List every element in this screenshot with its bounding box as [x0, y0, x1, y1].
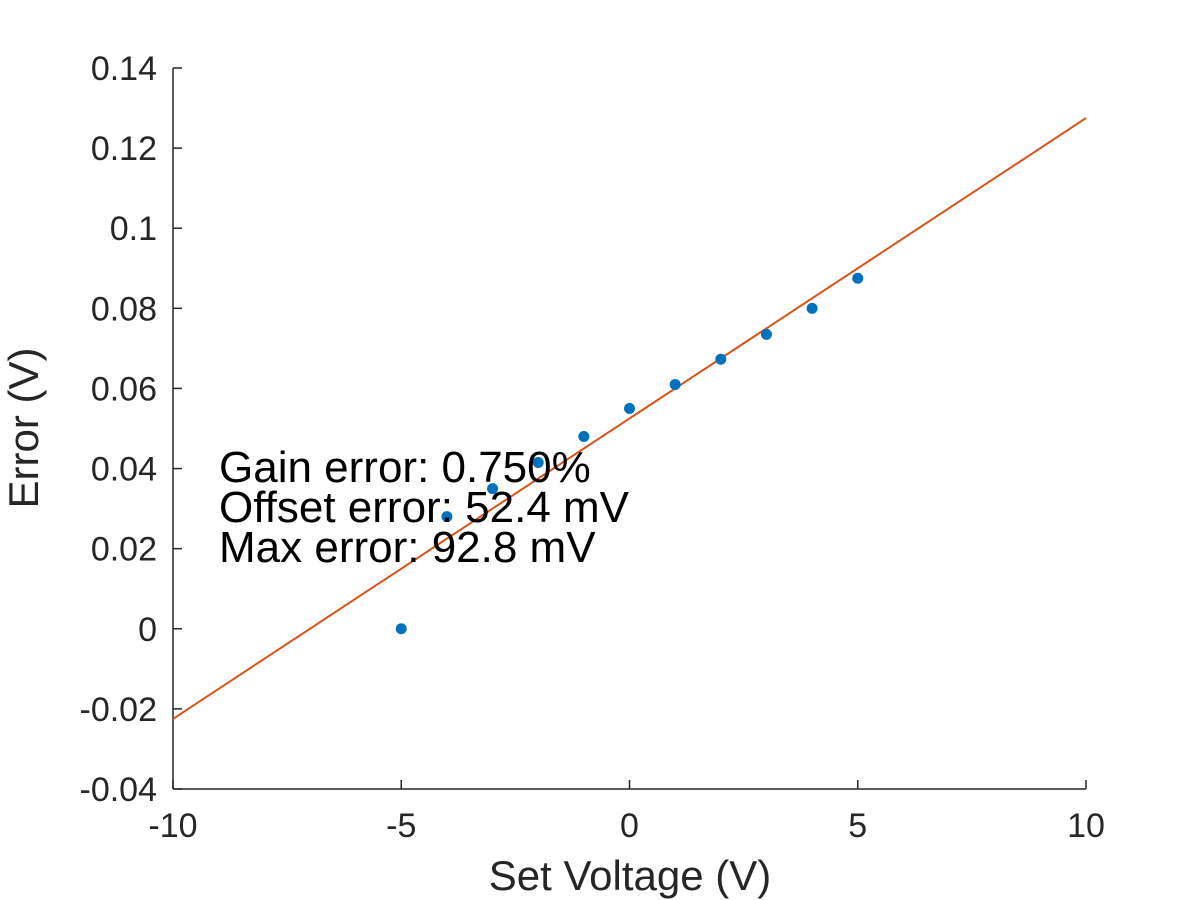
data-point [578, 431, 590, 443]
data-point [395, 623, 407, 635]
y-tick-label: 0.1 [110, 210, 157, 248]
y-tick-label: -0.04 [80, 771, 158, 809]
x-tick-label: 0 [620, 807, 639, 845]
data-point [760, 328, 772, 340]
data-point [669, 378, 681, 390]
x-tick-label: 5 [848, 807, 867, 845]
tick-labels: -0.04 -0.02 0 0.02 0.04 0.06 0.08 0.1 0.12 0.14 -1… [80, 50, 1105, 845]
x-tick-label: -5 [386, 807, 416, 845]
data-point [715, 353, 727, 365]
y-tick-label: -0.02 [80, 691, 158, 729]
fit-line-layer [172, 117, 1087, 720]
data-point [487, 483, 499, 495]
data-point [852, 272, 864, 284]
y-tick-label: 0 [138, 611, 157, 649]
x-tick-label: 10 [1067, 807, 1105, 845]
x-axis-title: Set Voltage (V) [489, 852, 772, 899]
annotation-text: Offset error: 52.4 mV [219, 483, 630, 532]
data-point [532, 457, 544, 469]
y-tick-label: 0.02 [91, 531, 157, 569]
data-point [624, 402, 635, 414]
y-axis-title: Error (V) [0, 348, 47, 509]
data-point [441, 511, 453, 523]
y-tick-label: 0.14 [91, 50, 157, 88]
x-tick-label: -10 [148, 807, 197, 845]
data-point [806, 302, 818, 314]
data-points-layer [395, 272, 864, 635]
y-tick-label: 0.08 [91, 290, 157, 328]
y-tick-label: 0.04 [91, 451, 157, 489]
annotations: Gain error: 0.750%Offset error: 52.4 mVM… [219, 443, 630, 572]
fit-line [172, 117, 1087, 720]
annotation-text: Max error: 92.8 mV [219, 523, 596, 572]
y-tick-label: 0.12 [91, 130, 157, 168]
annotation-text: Gain error: 0.750% [219, 443, 591, 492]
axes [172, 67, 1087, 790]
y-tick-label: 0.06 [91, 370, 157, 408]
